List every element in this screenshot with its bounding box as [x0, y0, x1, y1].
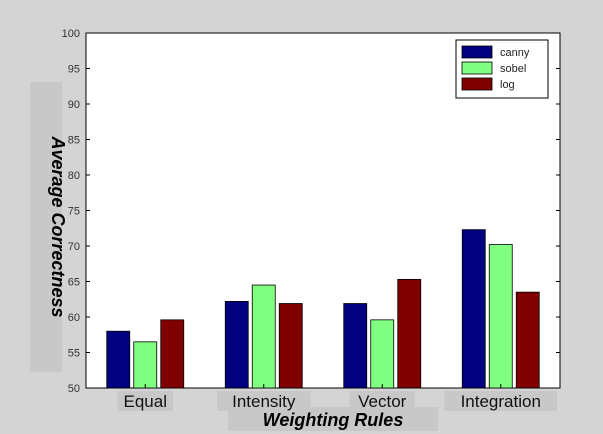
x-categories-group: Equal Intensity Vector Integration [117, 384, 557, 411]
legend-label-sobel: sobel [500, 63, 526, 75]
x-axis-title: Weighting Rules [263, 410, 404, 430]
bar-sobel-vector [370, 319, 395, 389]
bar-canny-integration [461, 229, 486, 389]
bar-log-equal [160, 319, 185, 389]
y-tick-label: 50 [68, 383, 80, 395]
x-category-label: Equal [124, 392, 167, 411]
x-category-label-box [444, 391, 557, 411]
y-tick-label: 70 [68, 241, 80, 253]
bar-log-integration [515, 291, 540, 389]
bar-canny-equal [106, 330, 131, 389]
legend: canny sobel log [455, 39, 549, 99]
x-category-label: Intensity [232, 392, 296, 411]
bar-canny-intensity [224, 300, 249, 389]
y-tick-label: 100 [62, 28, 80, 40]
bar-sobel-equal [133, 341, 158, 389]
bar-sobel-integration [488, 244, 513, 389]
y-axis-title: Average Correctness [48, 135, 68, 317]
legend-label-canny: canny [500, 47, 530, 59]
x-category-label: Integration [461, 392, 541, 411]
legend-swatch-log [461, 77, 493, 91]
bars-group [106, 229, 540, 389]
y-tick-label: 90 [68, 99, 80, 111]
legend-swatch-sobel [461, 61, 493, 75]
x-category-label-box [217, 391, 311, 411]
y-ticks-group: 50 55 60 65 70 75 80 85 90 95 100 [62, 28, 560, 395]
y-tick-label: 75 [68, 206, 80, 218]
y-tick-label: 55 [68, 348, 80, 360]
x-category-label-box [349, 391, 415, 411]
y-tick-label: 80 [68, 170, 80, 182]
x-category-label-box [117, 391, 173, 411]
bar-canny-vector [343, 303, 368, 389]
legend-swatch-canny [461, 45, 493, 59]
legend-label-log: log [500, 79, 515, 91]
y-tick-label: 65 [68, 277, 80, 289]
x-category-label: Vector [358, 392, 407, 411]
bar-log-vector [397, 278, 422, 389]
bar-log-intensity [278, 303, 303, 389]
y-axis-title-box [30, 82, 62, 372]
y-tick-label: 95 [68, 64, 80, 76]
bar-sobel-intensity [251, 284, 276, 389]
y-tick-label: 60 [68, 312, 80, 324]
y-tick-label: 85 [68, 135, 80, 147]
